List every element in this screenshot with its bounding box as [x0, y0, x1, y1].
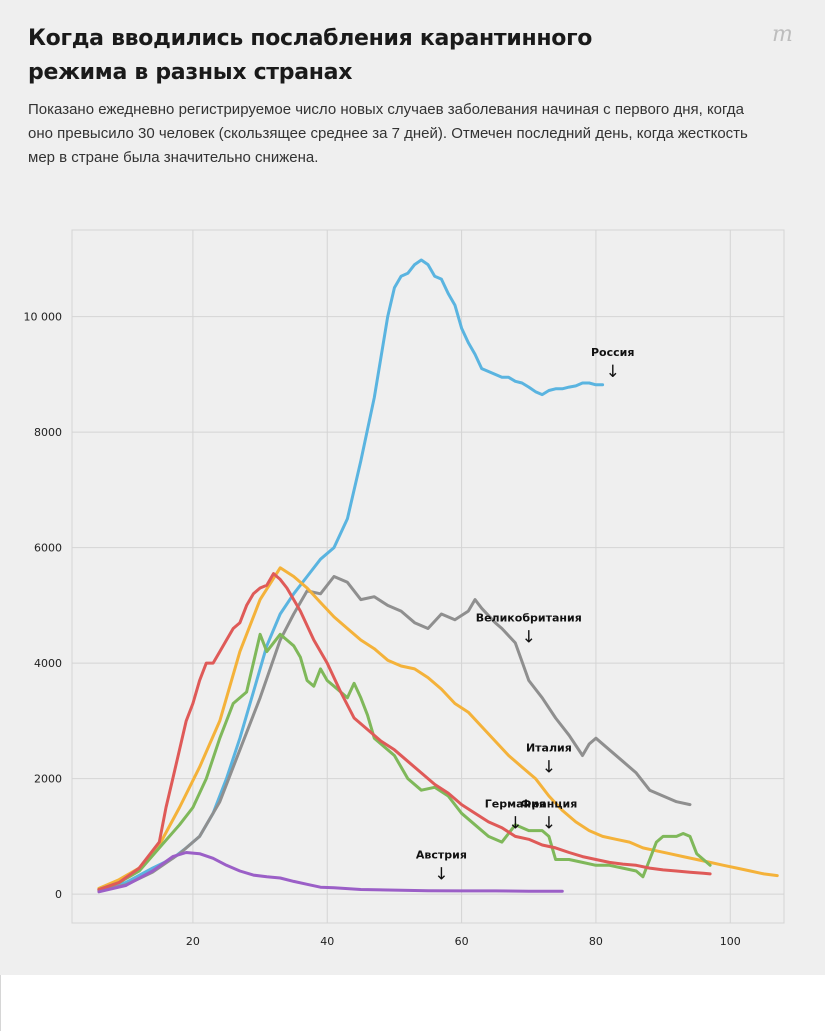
- y-tick-label: 0: [55, 888, 62, 901]
- series-line: [97, 851, 564, 894]
- y-tick-label: 2000: [34, 773, 62, 786]
- publisher-logo: m: [772, 22, 793, 47]
- series-line: [97, 572, 712, 891]
- line-chart: 20 40 60 80 100 0 2000 4000 6000 8000 10 000 ↓ Росси…: [24, 229, 785, 948]
- page-background-bottom: [0, 975, 825, 1031]
- annotation-arrow: ↓: [508, 814, 522, 834]
- x-tick-label: 80: [589, 935, 603, 948]
- annotation-arrow: ↓: [434, 864, 448, 884]
- annotation-label: Германия: [485, 798, 546, 811]
- annotation-arrow: ↓: [522, 628, 536, 648]
- annotation-label: Франция: [521, 798, 578, 811]
- x-tick-label: 20: [186, 935, 200, 948]
- series-line: [97, 258, 605, 892]
- y-tick-label: 4000: [34, 657, 62, 670]
- y-tick-label: 8000: [34, 426, 62, 439]
- annotation-arrow: ↓: [606, 362, 620, 382]
- y-tick-label: 6000: [34, 542, 62, 555]
- chart-title: Когда вводились послабления карантинного…: [28, 26, 593, 85]
- series-line: [97, 575, 692, 893]
- annotation-label: Великобритания: [476, 612, 582, 625]
- y-tick-label: 10 000: [24, 311, 63, 324]
- plot-area: [71, 229, 785, 924]
- x-tick-label: 60: [455, 935, 469, 948]
- annotation-label: Россия: [591, 346, 634, 359]
- chart-subtitle: Показано ежедневно регистрируемое число …: [28, 101, 748, 166]
- annotation-label: Австрия: [416, 848, 467, 861]
- series-line: [97, 632, 712, 891]
- x-tick-label: 40: [320, 935, 334, 948]
- annotation-arrow: ↓: [542, 814, 556, 834]
- series-line: [97, 566, 779, 890]
- annotation-label: Италия: [526, 742, 572, 755]
- annotation-arrow: ↓: [542, 758, 556, 778]
- x-tick-label: 100: [720, 935, 741, 948]
